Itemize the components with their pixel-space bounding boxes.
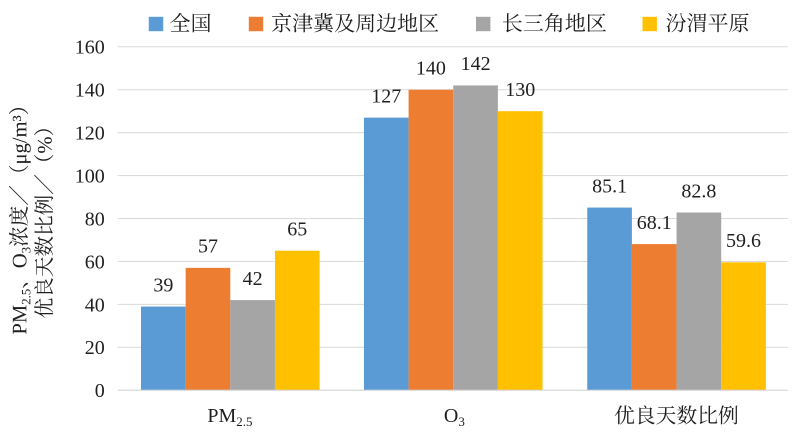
svg-text:68.1: 68.1	[637, 212, 672, 234]
svg-text:160: 160	[75, 37, 105, 59]
svg-text:39: 39	[153, 274, 173, 296]
svg-text:142: 142	[461, 53, 491, 75]
svg-text:57: 57	[198, 236, 218, 258]
svg-text:82.8: 82.8	[681, 180, 716, 202]
svg-text:59.6: 59.6	[726, 230, 761, 252]
svg-text:40: 40	[85, 294, 105, 316]
svg-text:60: 60	[85, 251, 105, 273]
svg-text:80: 80	[85, 208, 105, 230]
svg-text:85.1: 85.1	[592, 175, 627, 197]
svg-text:0: 0	[95, 380, 105, 402]
svg-text:120: 120	[75, 123, 105, 145]
svg-text:42: 42	[243, 268, 263, 290]
svg-text:127: 127	[371, 85, 401, 107]
svg-text:100: 100	[75, 165, 105, 187]
svg-text:130: 130	[505, 79, 535, 101]
svg-text:140: 140	[416, 58, 446, 80]
svg-text:140: 140	[75, 80, 105, 102]
svg-text:PM2.5: PM2.5	[207, 405, 252, 429]
svg-text:20: 20	[85, 337, 105, 359]
svg-text:65: 65	[287, 219, 307, 241]
